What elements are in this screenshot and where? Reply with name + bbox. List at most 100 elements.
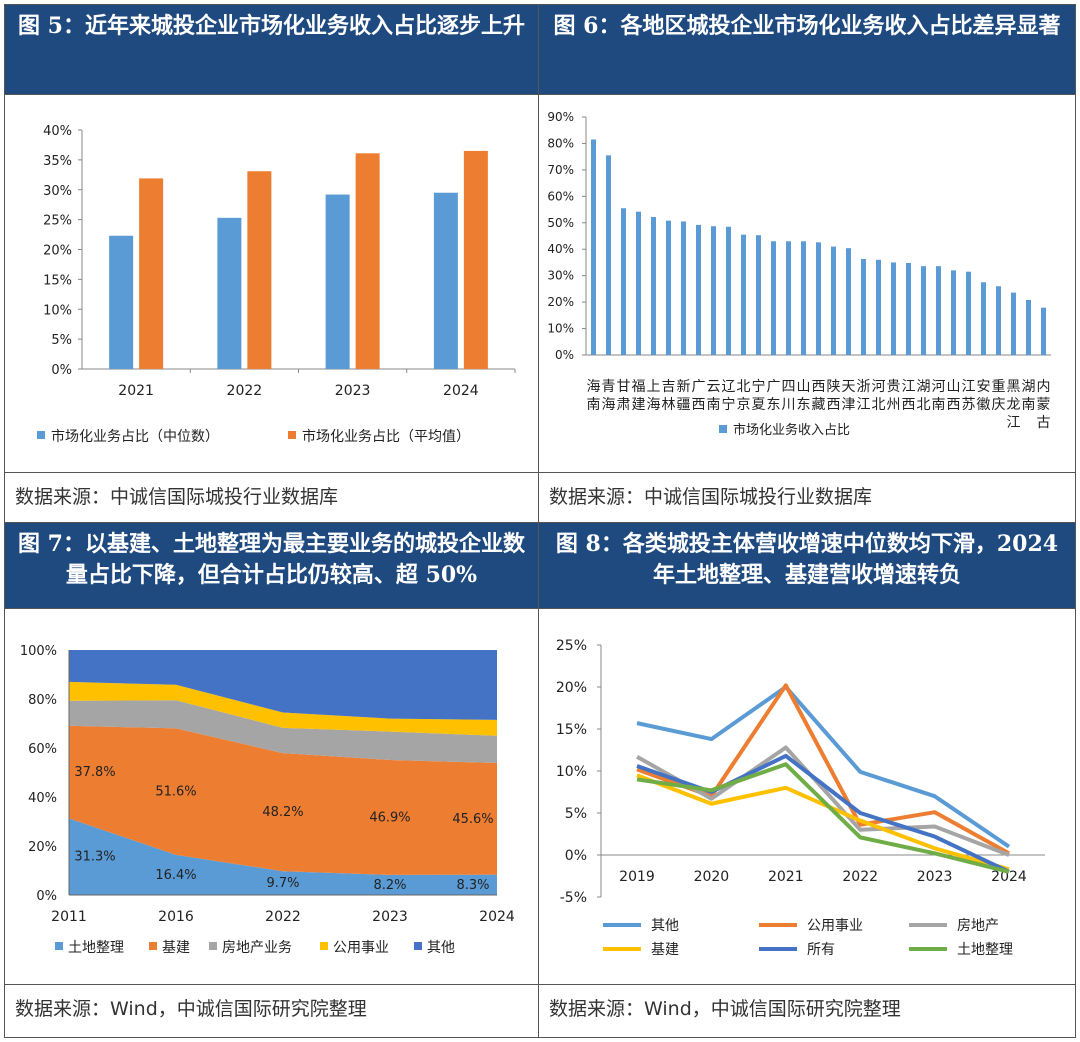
area-series	[69, 650, 497, 720]
y-tick-label: 20%	[547, 295, 574, 309]
y-tick-label: 10%	[556, 764, 587, 780]
x-tick-label: 2022	[227, 383, 263, 399]
grid-divider-h2	[4, 472, 1076, 473]
fig7-source: 数据来源：Wind，中诚信国际研究院整理	[15, 998, 367, 1020]
y-tick-label: 20%	[43, 244, 72, 259]
y-tick-label: 90%	[547, 110, 574, 124]
y-tick-label: 40%	[547, 242, 574, 256]
y-tick-label: 20%	[556, 680, 587, 696]
y-tick-label: 70%	[547, 163, 574, 177]
fig5-source: 数据来源：中诚信国际城投行业数据库	[15, 486, 339, 508]
x-tick-label: 四川	[782, 379, 796, 413]
x-tick-label: 2021	[768, 869, 804, 885]
legend-label: 其他	[427, 940, 455, 956]
y-tick-label: 35%	[43, 154, 72, 169]
series-line	[636, 685, 1011, 849]
legend-swatch	[55, 942, 63, 950]
x-tick-label: 湖北	[917, 379, 931, 413]
y-tick-label: 25%	[43, 214, 72, 229]
bar	[921, 266, 926, 355]
bar	[636, 211, 641, 355]
x-tick-label: 2022	[842, 869, 878, 885]
x-tick-label: 湖南	[1022, 379, 1036, 413]
bar	[651, 216, 656, 355]
x-tick-label: 江苏	[962, 379, 976, 413]
legend-label: 房地产	[957, 918, 999, 934]
bar	[139, 178, 164, 369]
y-tick-label: 0%	[555, 348, 574, 362]
area-series	[69, 681, 497, 736]
bar	[666, 220, 671, 355]
data-label: 46.9%	[369, 810, 410, 825]
fig6-chart: 0% 10% 20% 30% 40% 50% 60% 70% 80% 90% 海南青海甘肃福建上海吉…	[547, 110, 1051, 438]
legend-swatch	[209, 942, 217, 950]
fig6-title: 图 6：各地区城投企业市场化业务收入占比差异显著	[539, 5, 1075, 94]
x-tick-label: 海南	[587, 379, 601, 413]
legend-label: 公用事业	[333, 940, 389, 956]
bar	[681, 221, 686, 355]
legend-swatch	[149, 942, 157, 950]
x-tick-label: 云南	[707, 379, 721, 413]
x-tick-label: 安徽	[977, 379, 991, 413]
x-tick-label: 2023	[372, 909, 408, 925]
x-tick-label: 西藏	[812, 379, 826, 413]
y-tick-label: 10%	[43, 303, 72, 318]
legend-label: 基建	[651, 941, 679, 958]
legend-swatch	[37, 431, 45, 439]
grid-divider-h1	[4, 94, 1076, 95]
grid-divider-h4	[4, 608, 1076, 609]
area-series	[69, 725, 497, 875]
y-tick-label: 0%	[36, 889, 57, 904]
bar	[786, 241, 791, 355]
data-label: 48.2%	[262, 805, 303, 820]
x-tick-label: 2016	[158, 909, 194, 925]
x-tick-label: 2022	[265, 909, 301, 925]
legend-swatch	[719, 425, 727, 433]
legend-label: 其他	[651, 918, 679, 934]
bar	[726, 226, 731, 355]
bar	[606, 155, 611, 355]
figure-grid	[4, 4, 1076, 1038]
bar	[846, 248, 851, 355]
fig7-title: 图 7：以基建、土地整理为最主要业务的城投企业数量占比下降，但合计占比仍较高、超…	[5, 523, 538, 608]
x-tick-label: 2023	[917, 869, 953, 885]
x-tick-label: 福建	[632, 379, 646, 413]
bar	[109, 235, 134, 369]
x-tick-label: 内蒙古	[1037, 379, 1051, 431]
data-label: 45.6%	[452, 812, 493, 827]
data-label: 9.7%	[266, 876, 299, 891]
y-tick-label: 80%	[547, 136, 574, 150]
bar	[891, 262, 896, 355]
x-tick-label: 青海	[602, 379, 616, 413]
y-tick-label: 0%	[51, 363, 72, 378]
y-tick-label: 30%	[43, 184, 72, 199]
bar	[247, 171, 272, 369]
bar	[816, 242, 821, 355]
grid-divider-vertical	[538, 4, 539, 1038]
y-tick-label: 15%	[43, 273, 72, 288]
fig6-source: 数据来源：中诚信国际城投行业数据库	[549, 486, 873, 508]
x-tick-label: 2023	[335, 383, 371, 399]
series-line	[636, 745, 1010, 857]
data-label: 8.2%	[373, 878, 406, 893]
y-tick-label: 50%	[547, 216, 574, 230]
bar	[711, 226, 716, 355]
data-label: 51.6%	[155, 785, 196, 800]
bar	[981, 282, 986, 355]
x-tick-label: 天津	[842, 379, 856, 413]
x-tick-label: 宁夏	[752, 378, 766, 413]
bar	[433, 192, 458, 369]
legend-swatch	[414, 942, 422, 950]
bar	[621, 208, 626, 355]
x-tick-label: 2021	[118, 383, 154, 399]
bar	[951, 270, 956, 355]
bar	[463, 150, 488, 369]
x-tick-label: 上海	[647, 379, 661, 413]
x-tick-label: 2020	[694, 869, 730, 885]
series-line	[636, 683, 1010, 856]
fig8-title: 图 8：各类城投主体营收增速中位数均下滑，2024 年土地整理、基建营收增速转负	[539, 523, 1075, 608]
y-tick-label: 100%	[20, 644, 57, 659]
bar	[771, 241, 776, 355]
x-tick-label: 2024	[443, 383, 479, 399]
y-tick-label: 10%	[547, 322, 574, 336]
